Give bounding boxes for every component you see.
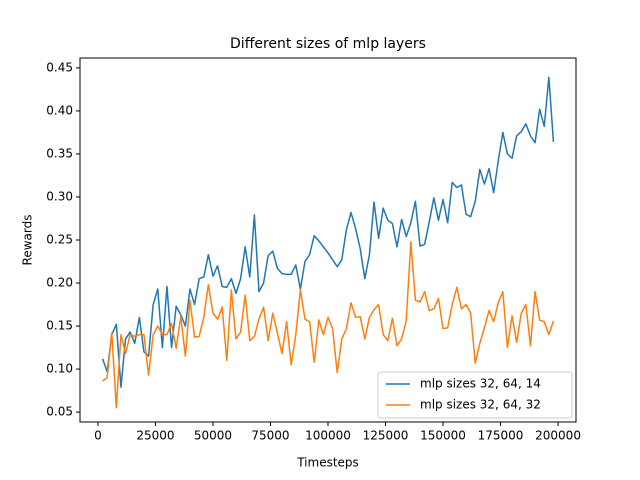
y-tick-label: 0.35 [46,146,73,160]
x-tick-label: 50000 [194,429,232,443]
legend-label: mlp sizes 32, 64, 14 [420,377,541,391]
plot-frame [79,57,577,423]
y-tick-label: 0.25 [46,233,73,247]
x-axis-label: Timesteps [296,456,359,470]
y-tick-label: 0.10 [46,362,73,376]
chart-title: Different sizes of mlp layers [230,36,426,52]
x-tick-label: 200000 [535,429,581,443]
y-tick-label: 0.20 [46,276,73,290]
x-tick-label: 150000 [420,429,466,443]
x-tick-label: 0 [94,429,102,443]
x-tick-label: 175000 [478,429,524,443]
y-tick-label: 0.15 [46,319,73,333]
y-tick-label: 0.05 [46,405,73,419]
x-tick-label: 125000 [363,429,409,443]
y-tick-label: 0.45 [46,60,73,74]
x-tick-label: 100000 [305,429,351,443]
legend-box [377,371,573,419]
legend-label: mlp sizes 32, 64, 32 [420,398,541,412]
y-tick-label: 0.40 [46,103,73,117]
y-axis-label: Rewards [21,215,35,266]
y-tick-label: 0.30 [46,189,73,203]
x-tick-label: 25000 [136,429,174,443]
series-line [102,240,555,409]
x-tick-label: 75000 [251,429,289,443]
series-line [101,76,555,388]
